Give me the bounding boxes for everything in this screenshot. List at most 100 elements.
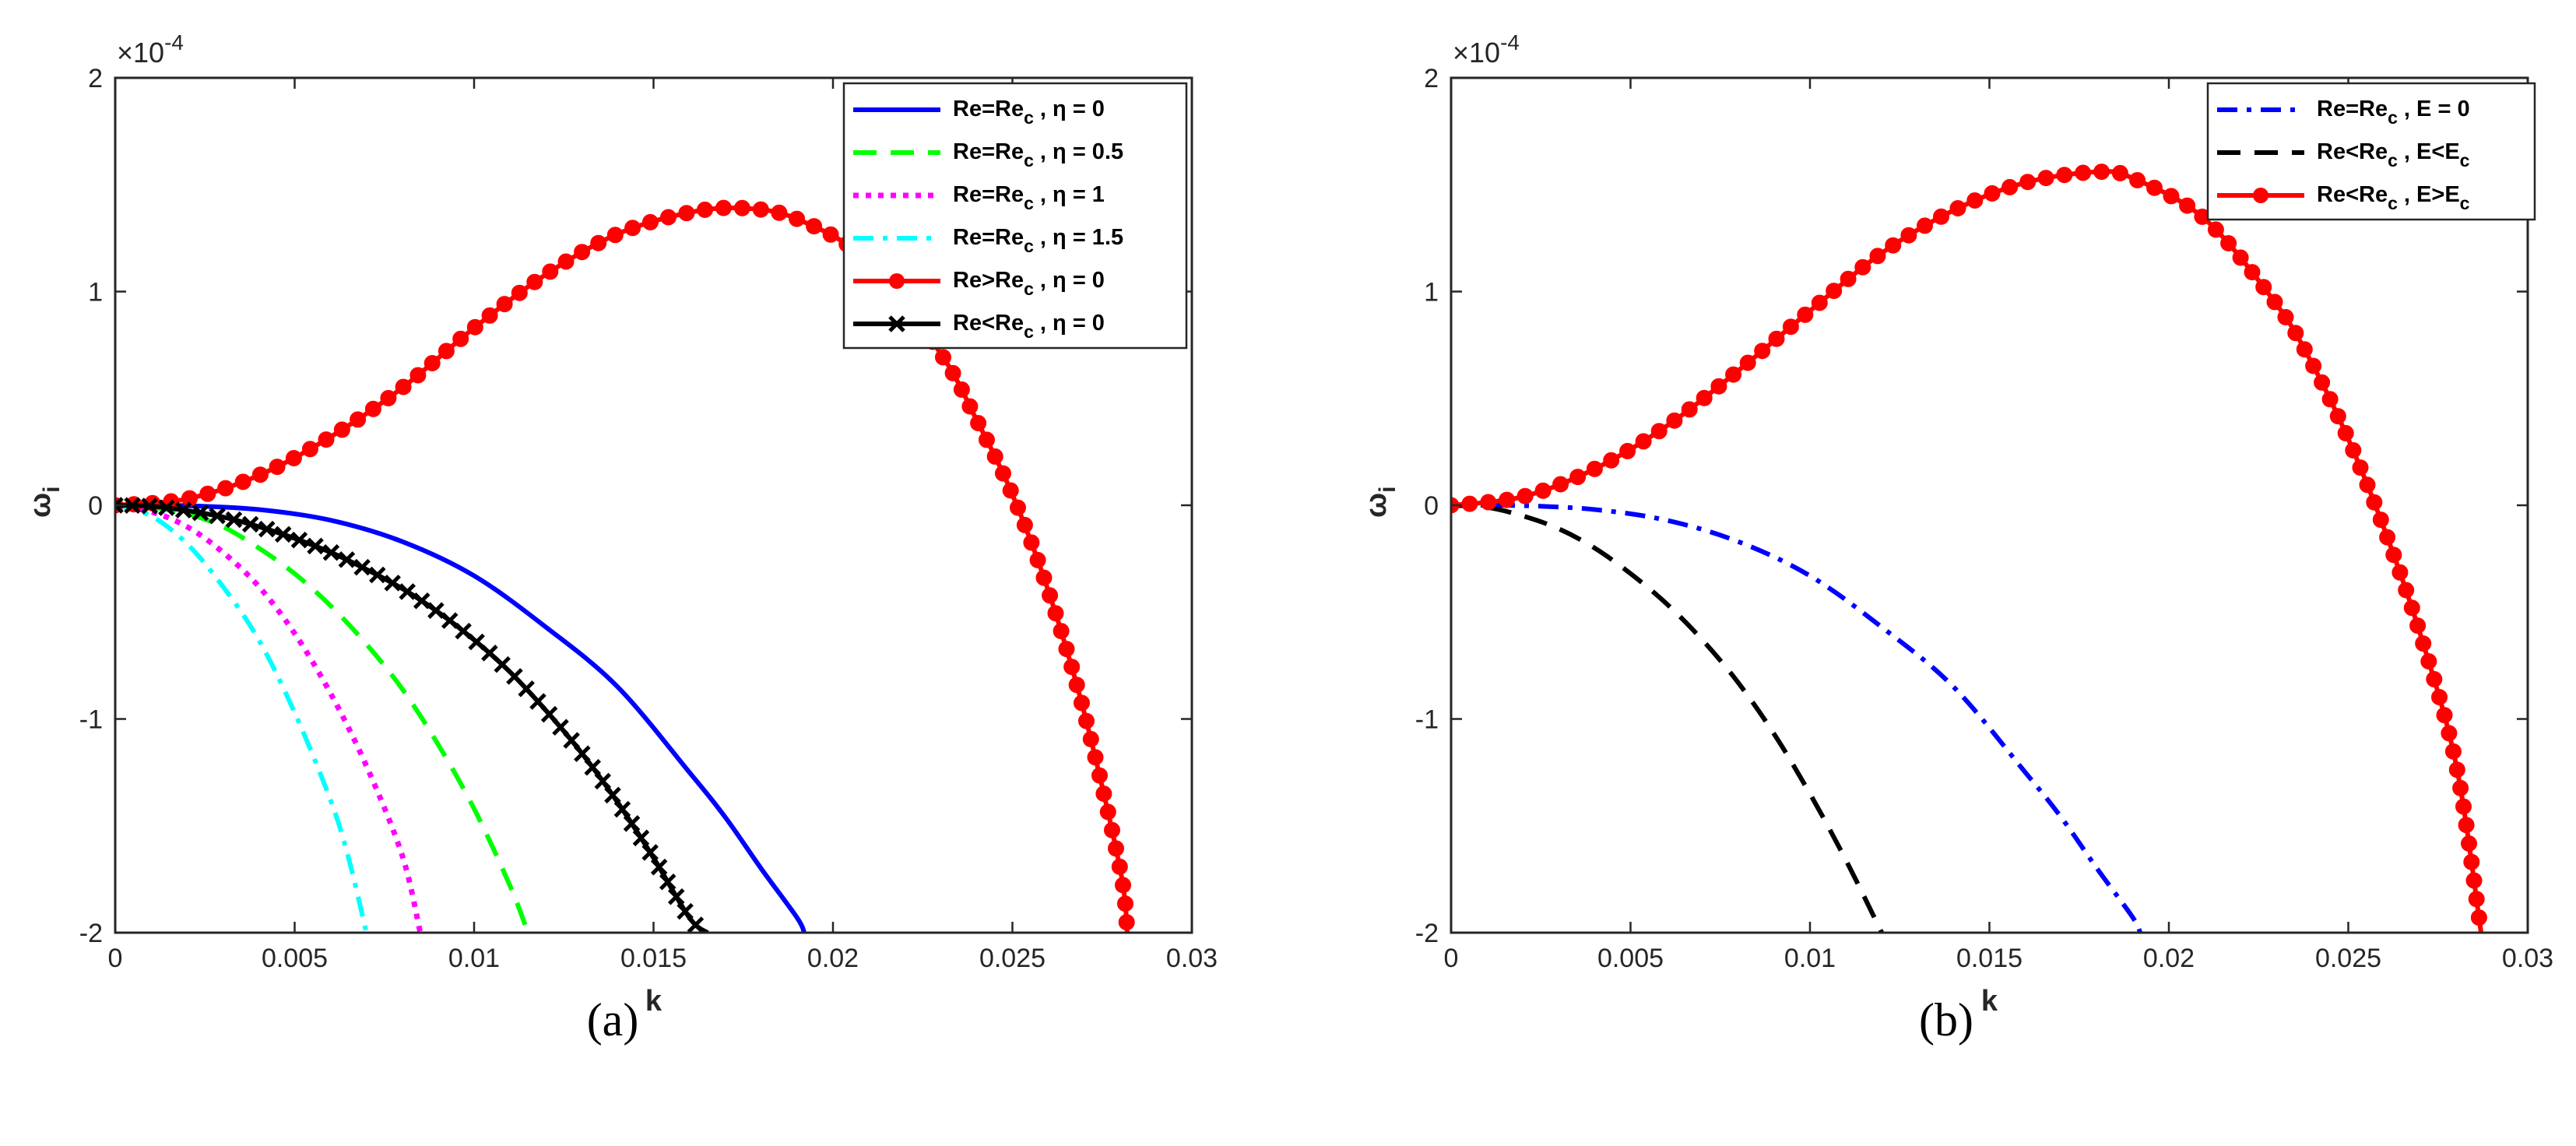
data-point — [1552, 476, 1569, 493]
data-point — [258, 520, 276, 538]
data-point — [2398, 582, 2415, 599]
data-point — [1461, 495, 1478, 512]
y-tick-label: -2 — [79, 919, 103, 948]
series-line-3 — [115, 502, 423, 933]
data-point — [540, 705, 558, 723]
panel-caption: (a) — [587, 994, 639, 1046]
data-point — [1635, 433, 1652, 450]
data-point — [2372, 511, 2389, 529]
data-point — [2337, 424, 2354, 441]
legend-label: Re=Rec , E = 0 — [2317, 97, 2470, 128]
data-point — [641, 213, 659, 230]
data-point — [624, 220, 641, 237]
data-point — [2111, 164, 2128, 181]
data-point — [2403, 599, 2420, 617]
data-point — [822, 226, 839, 243]
data-point — [1082, 730, 1099, 747]
data-point — [269, 459, 286, 476]
data-point — [2391, 564, 2409, 581]
data-point — [290, 531, 308, 549]
x-tick-label: 0.02 — [807, 944, 859, 973]
data-point — [494, 656, 511, 673]
data-point — [1058, 641, 1075, 658]
data-point — [158, 499, 175, 516]
data-point — [1074, 694, 1090, 712]
data-point — [1885, 237, 1902, 254]
data-point — [307, 537, 324, 555]
data-point — [1984, 185, 2001, 202]
data-point — [192, 504, 209, 522]
data-point — [1826, 283, 1843, 300]
y-tick-label: 1 — [88, 278, 103, 308]
data-point — [1900, 227, 1917, 244]
y-tick-label: 0 — [88, 491, 103, 521]
x-tick-label: 0.02 — [2143, 944, 2195, 973]
legend-label: Re<Rec , η = 0 — [953, 311, 1105, 342]
data-point — [481, 645, 498, 662]
data-point — [2179, 197, 2196, 214]
data-point — [217, 480, 234, 497]
data-point — [1696, 389, 1713, 406]
data-point — [2366, 494, 2383, 511]
data-point — [2458, 817, 2475, 834]
data-point — [1840, 270, 1857, 287]
data-point — [557, 253, 575, 270]
data-point — [466, 318, 483, 336]
chart-panel-a: 0 0.005 0.01 0.015 0.02 0.025 0.03 -2 -1 0 1 2 ×10-4… — [24, 30, 1218, 1046]
data-point — [995, 465, 1011, 482]
data-point — [1115, 877, 1131, 894]
data-point — [542, 263, 559, 280]
data-point — [2266, 294, 2283, 311]
data-point — [2409, 617, 2427, 635]
data-point — [1854, 258, 1871, 276]
data-point — [771, 204, 788, 221]
data-point — [1023, 534, 1040, 551]
data-point — [2463, 853, 2480, 870]
data-point — [2093, 163, 2110, 181]
data-point — [2075, 164, 2092, 181]
x-tick-label: 0.015 — [1956, 944, 2022, 973]
data-point — [1933, 208, 1949, 225]
data-point — [574, 745, 591, 762]
series-line-2 — [1451, 503, 1884, 933]
axis-multiplier: ×10-4 — [117, 30, 184, 69]
panel-caption: (b) — [1919, 994, 1973, 1046]
data-point — [623, 815, 641, 832]
data-point — [986, 448, 1003, 465]
data-point — [1016, 516, 1033, 533]
data-point — [384, 575, 401, 592]
data-point — [338, 551, 356, 568]
data-point — [935, 349, 951, 366]
data-point — [961, 398, 979, 415]
data-point — [441, 612, 459, 629]
data-point — [1534, 482, 1552, 499]
data-point — [141, 497, 158, 515]
data-point — [369, 566, 386, 584]
data-point — [251, 466, 269, 483]
data-point — [2321, 391, 2339, 408]
legend-marker — [888, 315, 905, 332]
data-point — [427, 602, 445, 619]
data-point — [1650, 423, 1668, 440]
legend-label: Re<Rec , E<Ec — [2317, 139, 2470, 170]
data-point — [1035, 569, 1053, 586]
y-tick-label: -1 — [79, 705, 103, 735]
legend-label: Re>Rec , η = 0 — [953, 268, 1105, 299]
data-point — [496, 296, 513, 313]
data-point — [979, 431, 995, 448]
data-point — [1111, 858, 1128, 875]
data-point — [506, 668, 523, 685]
data-point — [667, 888, 685, 905]
y-tick-label: -2 — [1415, 919, 1439, 948]
data-point — [438, 343, 455, 360]
data-point — [715, 199, 732, 216]
data-point — [468, 633, 485, 651]
data-point — [2441, 725, 2458, 742]
data-point — [659, 873, 677, 891]
y-axis-label: ωi — [24, 487, 65, 518]
data-point — [1516, 487, 1534, 504]
data-point — [632, 829, 650, 847]
axis-multiplier: ×10-4 — [1453, 30, 1520, 69]
legend-label: Re=Rec , η = 0 — [953, 97, 1105, 128]
data-point — [2468, 891, 2485, 908]
